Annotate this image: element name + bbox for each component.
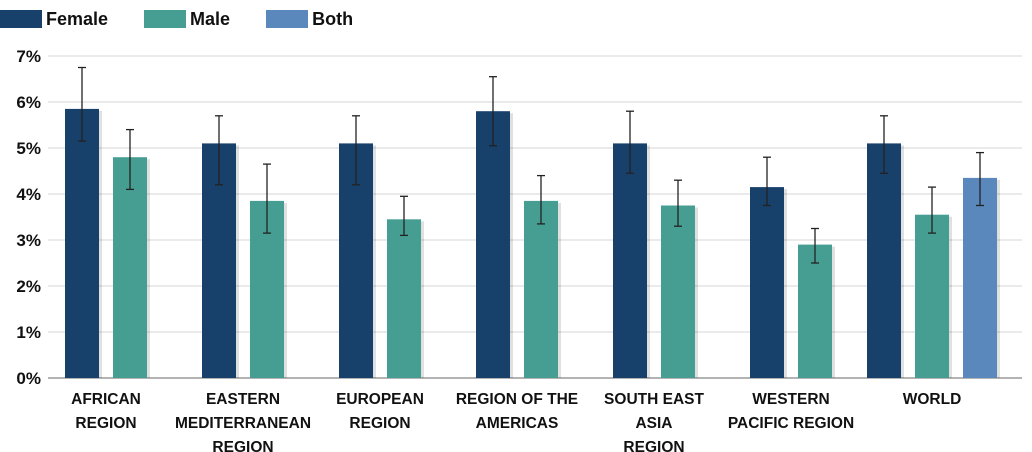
x-tick-label: REGION — [349, 415, 410, 432]
bar-male — [661, 205, 695, 378]
x-tick-label: WORLD — [903, 391, 962, 408]
bar-male — [524, 200, 558, 378]
x-tick-label: REGION OF THE — [456, 391, 578, 408]
legend-label-male: Male — [190, 8, 231, 29]
legend-swatch-both — [266, 10, 309, 28]
legend-item-female: Female — [0, 9, 108, 30]
legend-swatch-female — [0, 10, 42, 28]
legend-label-both: Both — [312, 8, 354, 29]
y-tick-label: 6% — [16, 93, 41, 112]
bar-male — [113, 157, 147, 378]
bar-female — [476, 111, 510, 378]
x-tick-label: REGION — [212, 439, 273, 452]
bar-both — [963, 177, 997, 378]
y-tick-label: 0% — [16, 369, 41, 388]
bar-male — [915, 214, 949, 378]
x-tick-label: MEDITERRANEAN — [175, 415, 311, 432]
legend-item-both: Both — [266, 9, 353, 30]
legend-label-female: Female — [46, 8, 109, 29]
bar-female — [867, 143, 901, 378]
bar-female — [613, 143, 647, 378]
y-tick-label: 7% — [16, 47, 41, 66]
x-tick-label: SOUTH EAST — [604, 391, 704, 408]
bar-female — [65, 108, 99, 379]
x-tick-label: AFRICAN — [71, 391, 141, 408]
x-tick-label: PACIFIC REGION — [728, 415, 854, 432]
x-tick-label: EASTERN — [206, 391, 280, 408]
x-tick-label: REGION — [75, 415, 136, 432]
y-tick-label: 3% — [16, 231, 41, 250]
x-tick-label: REGION — [623, 439, 684, 452]
legend: Female Male Both — [0, 6, 389, 32]
y-tick-label: 5% — [16, 139, 41, 158]
x-tick-label: EUROPEAN — [336, 391, 424, 408]
x-tick-label: ASIA — [635, 415, 672, 432]
y-tick-label: 4% — [16, 185, 41, 204]
bar-male — [798, 244, 832, 378]
y-tick-label: 1% — [16, 323, 41, 342]
legend-swatch-male — [144, 10, 187, 28]
bar-female — [750, 187, 784, 378]
x-tick-label: AMERICAS — [476, 415, 559, 432]
bar-male — [387, 219, 421, 378]
y-tick-label: 2% — [16, 277, 41, 296]
x-tick-label: WESTERN — [752, 391, 830, 408]
legend-item-male: Male — [144, 9, 230, 30]
